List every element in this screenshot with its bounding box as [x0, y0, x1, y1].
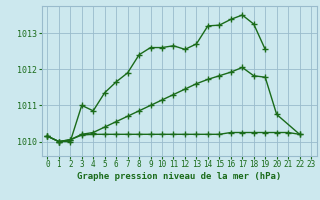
X-axis label: Graphe pression niveau de la mer (hPa): Graphe pression niveau de la mer (hPa) [77, 172, 281, 181]
